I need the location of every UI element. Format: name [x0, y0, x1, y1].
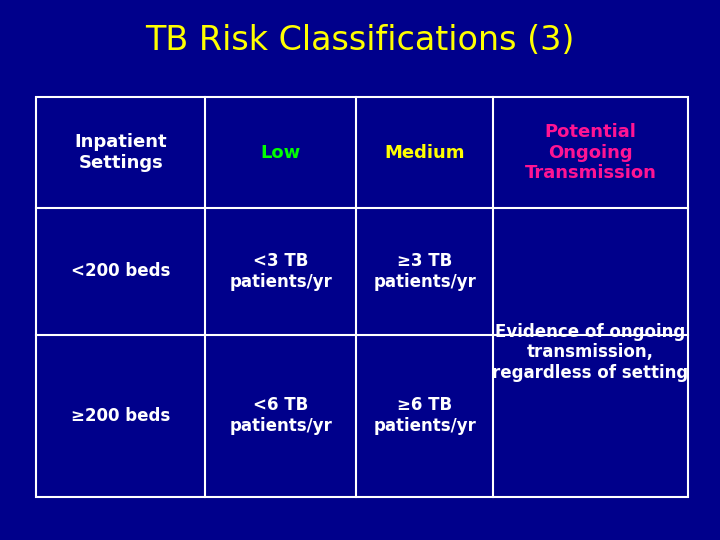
- Text: Potential
Ongoing
Transmission: Potential Ongoing Transmission: [524, 123, 657, 183]
- Bar: [36, 97, 688, 497]
- Text: <3 TB
patients/yr: <3 TB patients/yr: [230, 252, 332, 291]
- Text: <6 TB
patients/yr: <6 TB patients/yr: [230, 396, 332, 435]
- Text: TB Risk Classifications (3): TB Risk Classifications (3): [145, 24, 575, 57]
- Text: Inpatient
Settings: Inpatient Settings: [75, 133, 167, 172]
- Text: Low: Low: [261, 144, 301, 161]
- Text: Medium: Medium: [384, 144, 465, 161]
- Text: ≥200 beds: ≥200 beds: [71, 407, 171, 425]
- Text: ≥3 TB
patients/yr: ≥3 TB patients/yr: [374, 252, 476, 291]
- Text: <200 beds: <200 beds: [71, 262, 171, 280]
- Text: ≥6 TB
patients/yr: ≥6 TB patients/yr: [374, 396, 476, 435]
- Text: Evidence of ongoing
transmission,
regardless of setting: Evidence of ongoing transmission, regard…: [492, 322, 688, 382]
